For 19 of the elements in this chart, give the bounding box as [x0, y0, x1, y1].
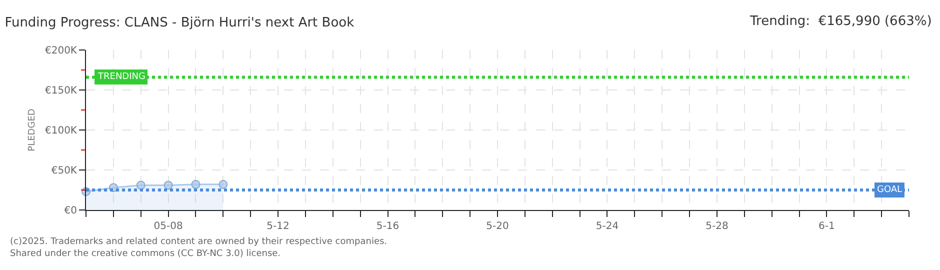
y-axis-title: PLEDGED — [27, 108, 38, 152]
ref-line-label: TRENDING — [97, 72, 146, 82]
text: Shared under the creative commons (CC BY-NC 3.0) license. — [10, 249, 281, 259]
x-tick-label: 5-16 — [376, 221, 400, 232]
x-tick-label: 6-1 — [818, 221, 835, 232]
x-tick-label: 5-28 — [706, 221, 728, 232]
y-tick-label: €200K — [44, 46, 78, 56]
y-tick-label: €50K — [51, 166, 78, 176]
x-tick-label: 5-20 — [486, 221, 509, 232]
x-tick-label: 5-24 — [596, 221, 619, 232]
ref-line-label: GOAL — [877, 185, 902, 195]
text: (c)2025. Trademarks and related content are owned by their respective companies. — [10, 237, 388, 247]
y-tick-label: €0 — [64, 206, 77, 216]
y-tick-label: €150K — [44, 86, 78, 96]
x-tick-label: 5-12 — [266, 221, 290, 232]
x-tick-label: 05-08 — [154, 221, 183, 232]
chart-title: Funding Progress: CLANS - Björn Hurri's next Art Book — [4, 16, 355, 31]
y-tick-label: €100K — [44, 126, 78, 136]
text: Trending: €165,990 (663%) — [749, 14, 932, 29]
